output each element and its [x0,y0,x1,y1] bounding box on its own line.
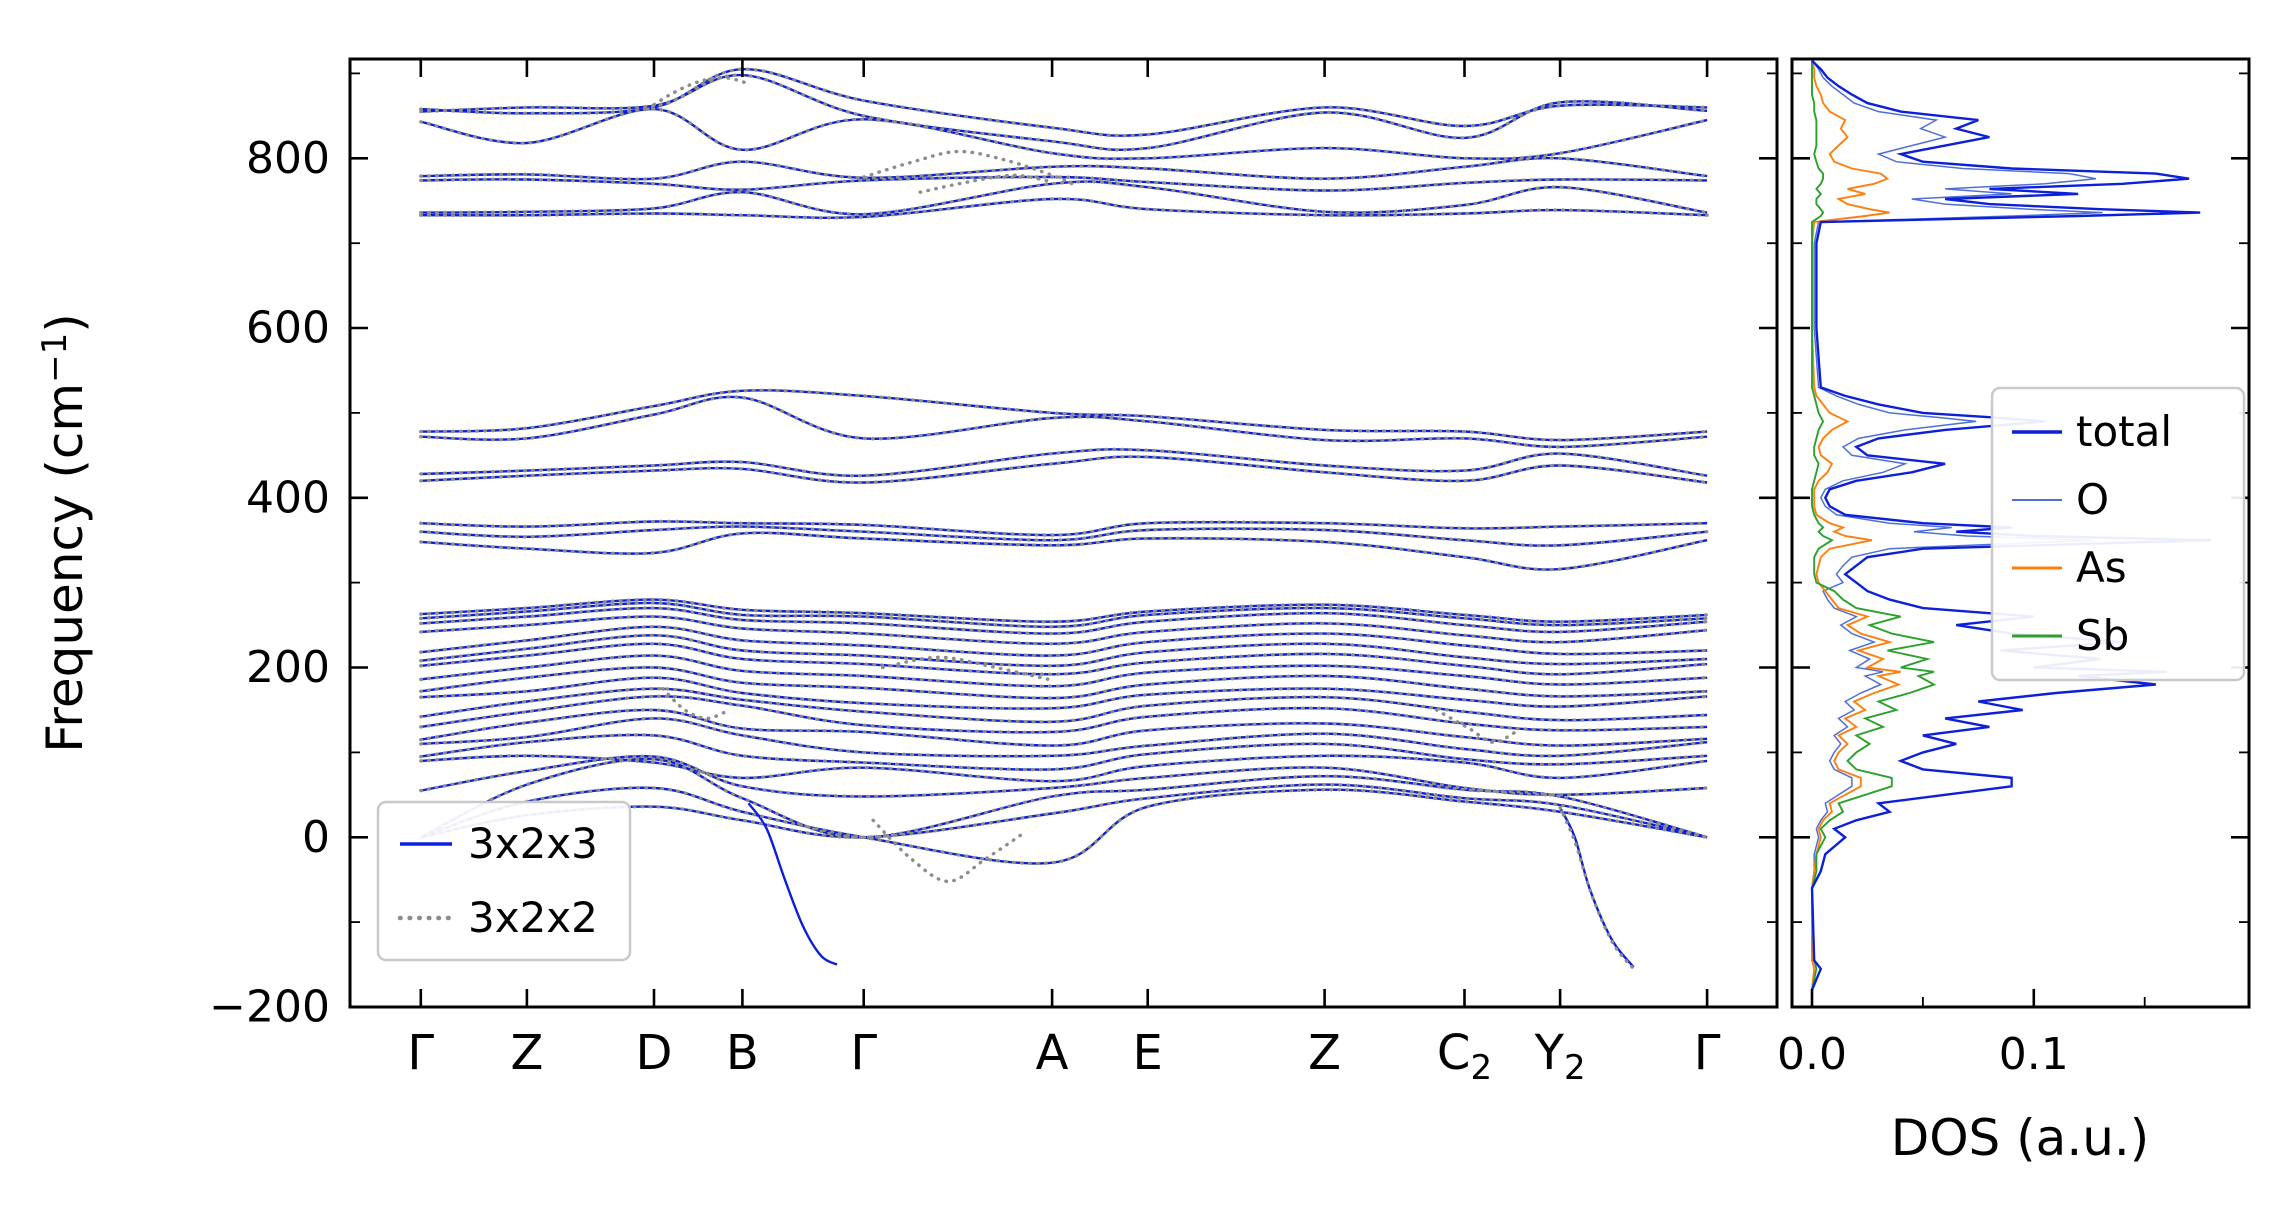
band-curve-3x2x3 [1559,807,1635,968]
band-curve-3x2x2 [419,665,1709,700]
kpoint-label: Y2 [1534,1025,1586,1088]
band-curve-3x2x2 [862,149,1078,188]
band-curve-3x2x2 [419,156,1709,181]
kpoint-label: D [636,1025,673,1081]
y-tick-label: 600 [246,303,330,354]
kpoint-label: Z [1308,1025,1341,1081]
band-panel-tick-labels: −200 0 200 400 600 800 Γ Z D B Γ A E Z C2 Y2 Γ [209,133,1721,1088]
kpoint-label: A [1036,1025,1069,1081]
y-tick-label: 800 [246,133,330,184]
kpoint-label: C2 [1437,1025,1492,1088]
y-tick-label: 400 [246,472,330,523]
band-curve-3x2x2 [645,75,751,111]
bands-legend: 3x2x3 3x2x2 [376,800,632,962]
band-panel-ticks [350,59,1777,1009]
band-curve-3x2x2 [419,388,1709,442]
legend-label-As: As [2076,543,2127,592]
y-tick-label: 200 [246,642,330,693]
band-curve-3x2x2 [419,197,1709,220]
band-curve-3x2x2 [419,67,1709,138]
band-curve-3x2x2 [419,733,1709,772]
kpoint-label: Z [510,1025,543,1081]
band-curve-3x2x2 [419,754,1709,799]
band-curve-3x2x2 [419,447,1709,478]
band-curve-3x2x2 [419,786,1709,866]
band-curve-3x2x3 [420,676,1708,710]
band-panel-frame [348,57,1779,1009]
band-curve-3x2x2 [419,73,1709,152]
band-curve-3x2x2 [419,175,1709,193]
dos-x-tick-label: 0.0 [1777,1029,1847,1080]
legend-label-total: total [2076,407,2172,456]
y-tick-label: −200 [209,982,330,1033]
band-curve-3x2x2 [419,597,1709,624]
band-curve-3x2x2 [1558,805,1636,971]
band-curve-3x2x2 [419,625,1709,658]
dos-curve-o [1811,60,2103,991]
dos-x-tick-label: 0.1 [1999,1029,2069,1080]
y-axis-label: Frequency (cm−1) [35,313,94,753]
band-curve-3x2x2 [419,107,1709,161]
band-curve-3x2x3 [747,802,838,966]
band-curve-3x2x2 [419,653,1709,688]
band-curve-3x2x2 [419,716,1709,758]
band-curve-3x2x2 [419,708,1709,748]
dos-panel-tick-labels: 0.0 0.1 [1777,1029,2069,1080]
dos-curve-sb [1811,60,1937,991]
kpoint-label: B [726,1025,759,1081]
kpoint-label: Γ [850,1025,877,1081]
dos-curve-as [1811,60,1902,991]
dos-legend-box [1990,386,2246,682]
band-curve-3x2x2 [419,455,1709,485]
dos-x-axis-label: DOS (a.u.) [1891,1109,2150,1167]
band-curve-3x2x2 [419,519,1709,537]
bands-legend-box [376,800,632,962]
band-curve-3x2x2 [1434,708,1519,744]
band-curve-3x2x2 [918,173,1054,194]
band-curve-3x2x3 [420,754,1708,783]
legend-label-O: O [2076,475,2109,524]
band-curve-3x2x2 [419,694,1709,734]
band-curve-3x2x2 [419,757,1709,840]
band-curve-3x2x2 [419,531,1709,572]
band-curve-3x2x2 [419,686,1709,724]
kpoint-label: Γ [407,1025,434,1081]
y-tick-label: 0 [302,812,330,863]
band-curve-3x2x2 [419,633,1709,668]
band-curve-3x2x2 [419,395,1709,449]
band-curve-3x2x2 [419,606,1709,636]
band-curve-3x2x2 [419,614,1709,646]
band-curve-3x2x2 [419,179,1709,217]
band-curve-3x2x2 [419,524,1709,548]
dos-panel-frame [1790,57,2251,1009]
kpoint-label: E [1133,1025,1163,1081]
band-curve-3x2x2 [419,642,1709,677]
legend-label-Sb: Sb [2076,611,2129,660]
legend-label-3x2x2: 3x2x2 [468,893,598,942]
band-curve-3x2x2 [880,655,1054,682]
kpoint-label: Γ [1694,1025,1721,1081]
legend-label-3x2x3: 3x2x3 [468,819,598,868]
dos-legend: total O As Sb [1990,386,2246,682]
band-curve-3x2x2 [419,601,1709,629]
